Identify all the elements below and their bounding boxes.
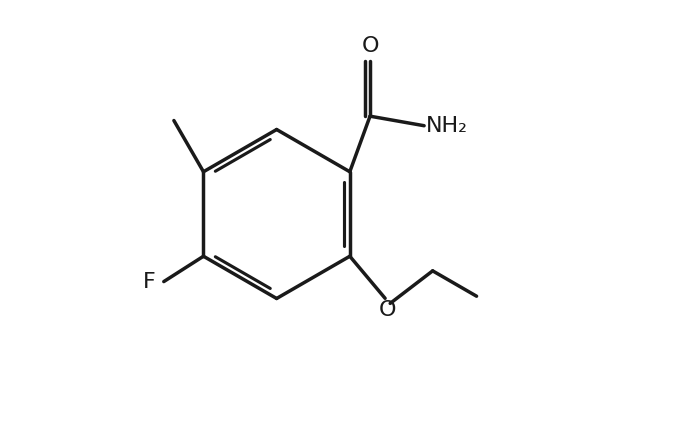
Text: F: F <box>143 272 155 291</box>
Text: O: O <box>379 300 396 320</box>
Text: O: O <box>361 36 379 56</box>
Text: NH₂: NH₂ <box>426 116 469 136</box>
